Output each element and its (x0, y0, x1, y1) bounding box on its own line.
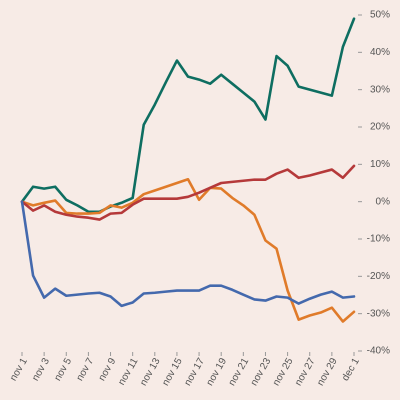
x-tick-label: nov 7 (75, 356, 97, 383)
x-tick-label: nov 19 (205, 356, 230, 388)
series-line (20, 17, 356, 214)
x-tick-label: nov 15 (160, 356, 185, 388)
x-tick-label: nov 21 (227, 356, 252, 388)
y-tick-label: 50% (370, 10, 390, 21)
series-line (20, 164, 356, 221)
y-tick-label: 30% (370, 84, 390, 95)
x-tick-label: nov 29 (315, 356, 340, 388)
x-tick-label: nov 23 (249, 356, 274, 388)
y-tick-label: 0% (376, 196, 391, 207)
y-tick-label: -20% (367, 271, 390, 282)
x-tick-label: nov 27 (293, 356, 318, 388)
x-tick-label: nov 17 (182, 356, 207, 388)
y-tick-label: 10% (370, 159, 390, 170)
y-tick-label: -40% (367, 346, 390, 357)
y-tick-label: -30% (367, 308, 390, 319)
y-tick-label: -10% (367, 234, 390, 245)
y-tick-label: 20% (370, 122, 390, 133)
x-tick-label: nov 25 (271, 356, 296, 388)
series-line (20, 200, 356, 308)
x-tick-label: nov 3 (30, 356, 52, 383)
x-tick-label: nov 5 (52, 356, 74, 383)
x-tick-label: nov 1 (8, 356, 30, 383)
x-tick-label: dec 1 (340, 356, 362, 383)
series-line (20, 177, 356, 323)
y-tick-label: 40% (370, 47, 390, 58)
x-tick-label: nov 13 (138, 356, 163, 388)
x-tick-label: nov 9 (97, 356, 119, 383)
